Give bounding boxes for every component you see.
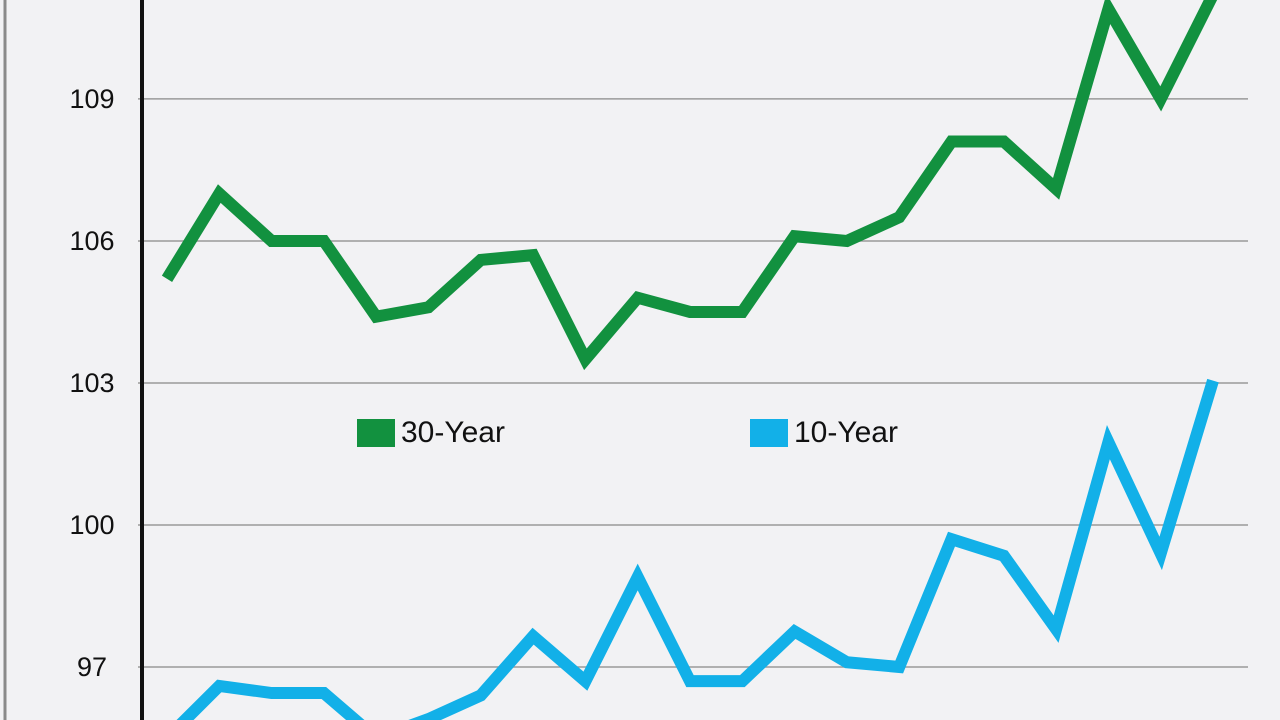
- legend-swatch: [357, 419, 395, 447]
- y-tick-label: 100: [69, 510, 114, 540]
- data-line: [161, 0, 1218, 371]
- legend: 30-Year 10-Year: [357, 416, 898, 449]
- y-tick-label: 106: [69, 226, 114, 256]
- y-tick-label: 103: [69, 368, 114, 398]
- y-tick-label: 97: [77, 652, 107, 682]
- y-tick-label: 109: [69, 84, 114, 114]
- grid: 97 100 103 106 109: [69, 84, 1248, 682]
- legend-label: 10-Year: [794, 416, 898, 449]
- data-line: [176, 378, 1219, 720]
- lines: [161, 0, 1219, 720]
- legend-label: 30-Year: [401, 416, 505, 449]
- legend-swatch: [750, 419, 788, 447]
